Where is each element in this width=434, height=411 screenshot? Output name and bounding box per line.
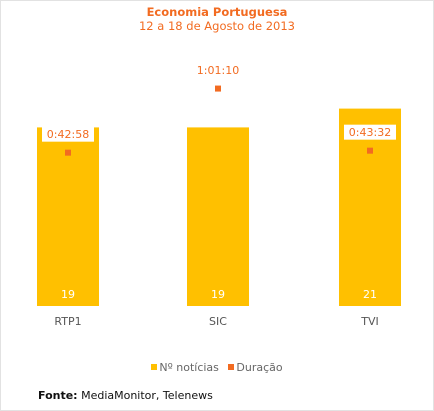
legend-swatch-duration <box>228 364 235 370</box>
source-text: MediaMonitor, Telenews <box>77 389 213 402</box>
duration-label-box-tvi <box>344 124 396 140</box>
duration-label-tvi: 0:43:32 <box>349 126 391 139</box>
legend-item-duration[interactable]: Duração <box>228 361 283 374</box>
duration-label-box-rtp1 <box>42 126 94 142</box>
source-label: Fonte: <box>38 389 78 402</box>
legend-swatch-bars <box>151 364 158 370</box>
legend-label-duration: Duração <box>236 361 283 374</box>
duration-label-sic: 1:01:10 <box>197 64 239 77</box>
bar-value-label-tvi: 21 <box>363 288 377 301</box>
chart-title: Economia Portuguesa <box>146 5 288 19</box>
duration-label-box-sic <box>192 62 244 78</box>
legend-item-bars[interactable]: Nº notícias <box>151 361 219 374</box>
bar-value-label-sic: 19 <box>211 288 225 301</box>
chart-subtitle: 12 a 18 de Agosto de 2013 <box>138 19 295 33</box>
bar-tvi[interactable] <box>339 108 401 306</box>
legend-label-bars: Nº notícias <box>159 361 219 374</box>
bar-rtp1[interactable] <box>37 127 99 307</box>
duration-point-rtp1[interactable] <box>65 149 71 156</box>
category-label-sic: SIC <box>209 315 227 328</box>
chart-legend: Nº notícias Duração <box>0 361 434 374</box>
category-label-rtp1: RTP1 <box>54 315 81 328</box>
category-label-tvi: TVI <box>360 315 379 328</box>
duration-point-tvi[interactable] <box>367 147 373 154</box>
source-note: Fonte: MediaMonitor, Telenews <box>38 389 213 402</box>
duration-label-rtp1: 0:42:58 <box>47 128 89 141</box>
duration-point-sic[interactable] <box>215 85 221 92</box>
bar-value-label-rtp1: 19 <box>61 288 75 301</box>
bar-sic[interactable] <box>187 127 249 307</box>
